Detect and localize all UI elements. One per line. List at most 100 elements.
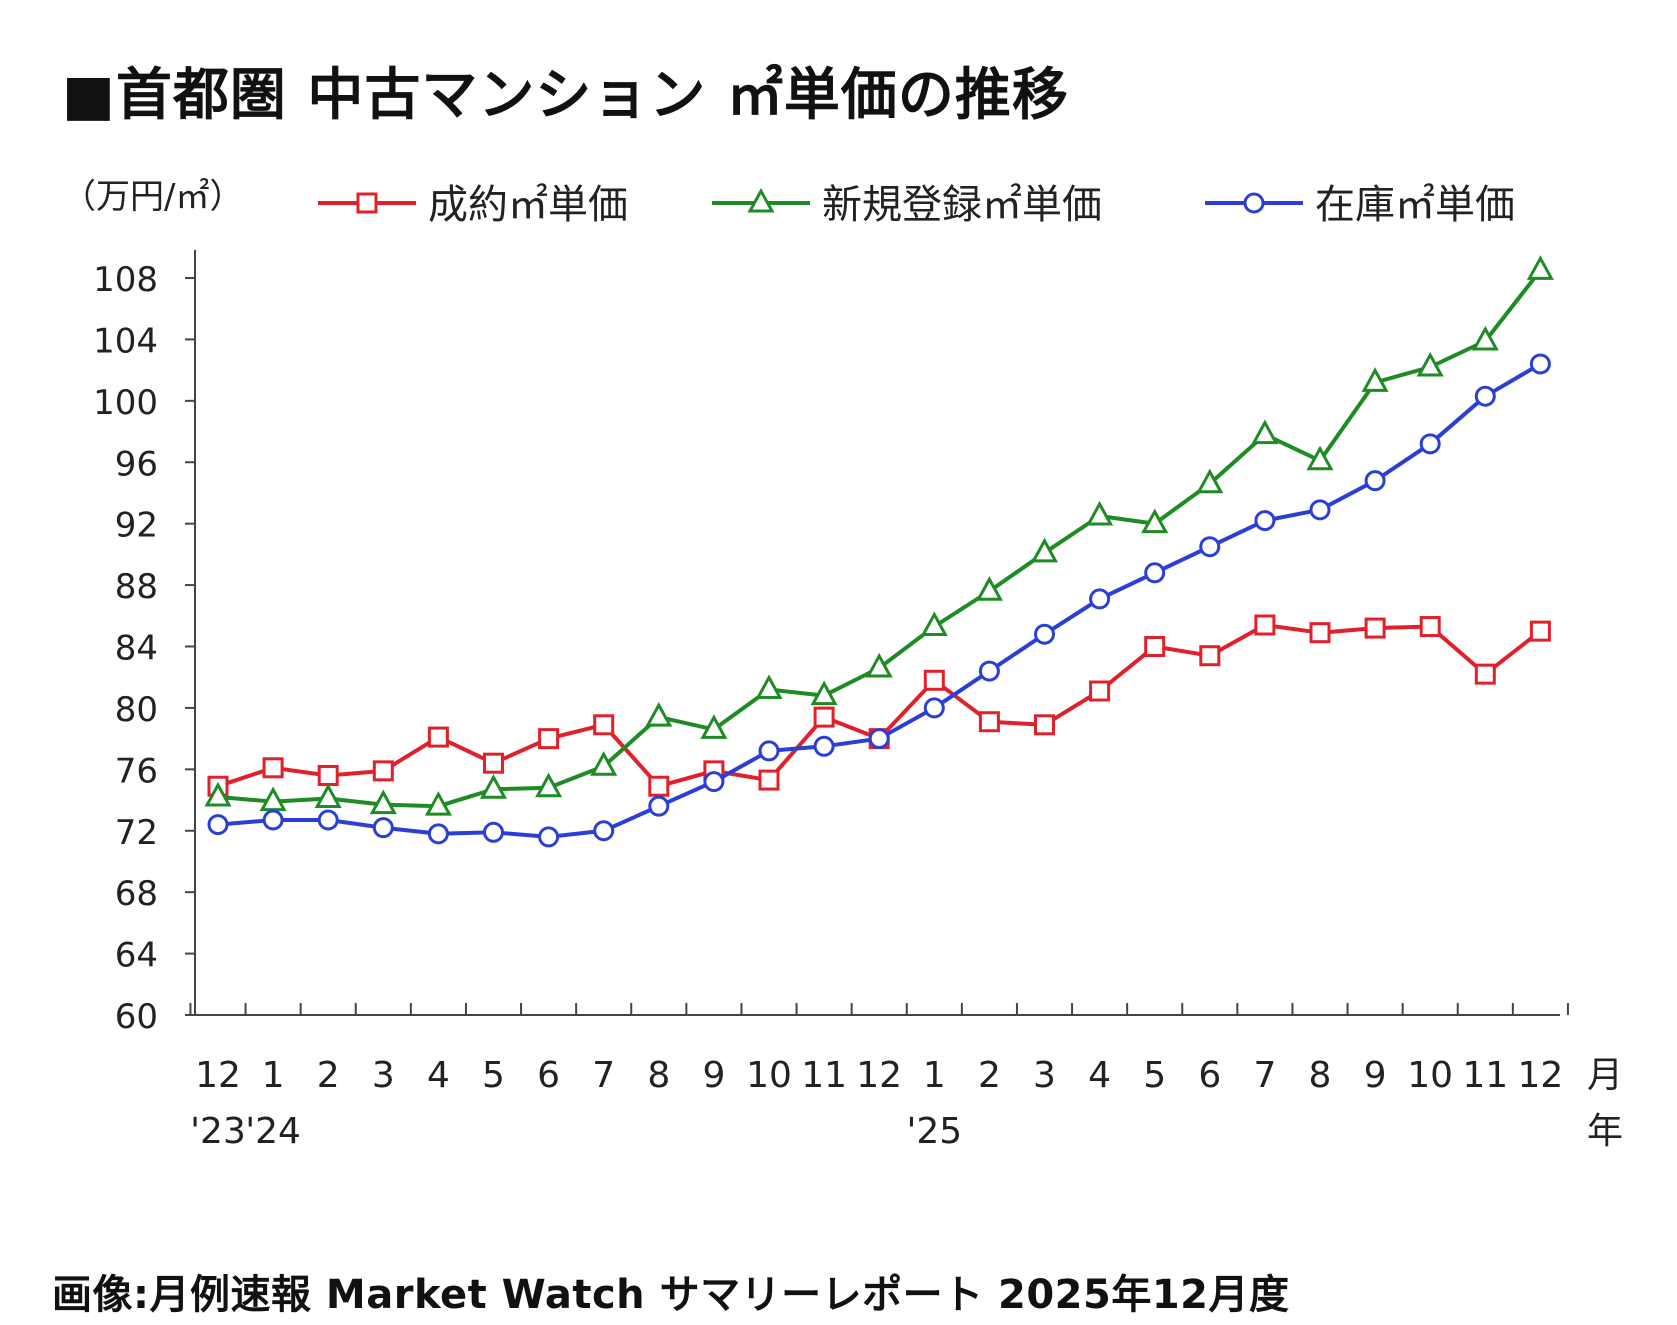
data-point: [1529, 620, 1551, 642]
data-point: [755, 674, 783, 699]
x-tick-label: 6: [537, 1055, 560, 1096]
x-tick-label: 10: [746, 1055, 792, 1096]
y-tick-label: 60: [115, 997, 158, 1037]
legend-label: 在庫㎡単価: [1315, 182, 1515, 228]
data-point: [920, 611, 948, 637]
data-point: [648, 795, 670, 817]
y-tick-label: 108: [93, 260, 158, 300]
data-point: [978, 660, 1000, 682]
y-tick-label: 64: [115, 936, 158, 976]
data-point: [1364, 470, 1386, 492]
data-point: [317, 809, 339, 831]
y-tick-label: 80: [115, 690, 158, 730]
data-point: [207, 814, 229, 836]
data-point: [317, 764, 339, 786]
legend-label: 新規登録㎡単価: [822, 182, 1102, 228]
x-tick-label: 4: [1088, 1055, 1111, 1096]
x-tick-label: 9: [702, 1055, 725, 1096]
data-point: [372, 760, 394, 782]
y-ticks: 60 64 68 72 76 80 84 88 92 96 100 104 108: [93, 260, 195, 1037]
x-year-label: '25: [906, 1111, 962, 1152]
data-point: [1199, 536, 1221, 558]
legend-marker: [747, 187, 775, 213]
data-point: [1526, 255, 1554, 280]
x-tick-label: 6: [1198, 1055, 1221, 1096]
series-line: [217, 269, 1542, 809]
page-title: ■首都圏 中古マンション ㎡単価の推移: [62, 63, 1069, 128]
y-tick-label: 92: [115, 506, 158, 546]
data-point: [700, 714, 728, 739]
series-layer: [204, 255, 1554, 848]
data-point: [1089, 680, 1111, 702]
y-tick-label: 96: [115, 444, 158, 484]
x-tick-label: 3: [1033, 1055, 1056, 1096]
y-axis-unit-label: （万円/㎡）: [62, 177, 243, 217]
data-point: [1529, 353, 1551, 375]
data-point: [314, 783, 342, 809]
data-point: [1089, 588, 1111, 610]
data-point: [479, 774, 508, 799]
data-point: [813, 706, 835, 728]
x-ticks: 12 1 2 3 4 5 6 7 8 9 10 11 12 1 2 3 4 5 6 7 8 9 10 11 12'23'24'2…: [189, 1003, 1623, 1152]
legend-marker: [1243, 192, 1265, 214]
series-line: [217, 623, 1542, 789]
x-tick-label: 1: [262, 1055, 285, 1096]
data-point: [868, 728, 890, 750]
data-point: [593, 714, 615, 736]
data-point: [1144, 562, 1166, 584]
data-point: [1254, 614, 1276, 636]
data-point: [758, 769, 780, 791]
legend-marker: [356, 192, 378, 214]
x-tick-label: 4: [427, 1055, 450, 1096]
data-point: [1196, 468, 1224, 494]
data-point: [1309, 622, 1331, 644]
data-point: [810, 680, 838, 706]
x-tick-label: 12: [856, 1055, 902, 1096]
data-point: [975, 576, 1003, 601]
data-point: [1144, 636, 1166, 657]
x-tick-label: 11: [1462, 1055, 1508, 1096]
data-point: [1034, 714, 1055, 736]
data-point: [593, 820, 615, 842]
data-point: [483, 752, 504, 774]
y-tick-label: 88: [115, 567, 158, 607]
data-point: [758, 740, 780, 762]
data-point: [923, 697, 945, 719]
source-caption: 画像:月例速報 Market Watch サマリーレポート 2025年12月度: [52, 1272, 1290, 1318]
legend-label: 成約㎡単価: [428, 182, 628, 228]
data-point: [1199, 645, 1221, 667]
data-point: [483, 821, 504, 843]
x-tick-label: 7: [1253, 1055, 1276, 1096]
data-point: [978, 711, 1000, 733]
data-point: [1471, 325, 1499, 351]
data-point: [427, 726, 449, 748]
data-point: [1251, 419, 1279, 445]
x-unit-year-label: 年: [1587, 1111, 1623, 1152]
y-tick-label: 68: [115, 874, 158, 914]
series-group: [207, 614, 1551, 797]
data-point: [1416, 351, 1444, 377]
x-tick-label: 5: [1143, 1055, 1166, 1096]
data-point: [262, 809, 284, 831]
data-point: [204, 781, 232, 807]
data-point: [1030, 537, 1059, 563]
data-point: [424, 791, 452, 816]
data-point: [372, 817, 394, 839]
y-tick-label: 100: [93, 383, 158, 423]
x-tick-label: 11: [801, 1055, 847, 1096]
chart-axes: [194, 250, 1560, 1016]
data-point: [865, 652, 893, 678]
data-point: [648, 775, 670, 797]
data-point: [1361, 367, 1389, 392]
data-point: [1141, 508, 1169, 534]
x-tick-label: 8: [647, 1055, 670, 1096]
x-tick-label: 12: [1517, 1055, 1563, 1096]
data-point: [703, 771, 725, 793]
data-point: [1306, 445, 1334, 471]
x-tick-label: 3: [372, 1055, 395, 1096]
x-tick-label: 9: [1364, 1055, 1387, 1096]
data-point: [1364, 617, 1386, 639]
x-year-label: '24: [245, 1111, 301, 1152]
x-tick-label: 5: [482, 1055, 505, 1096]
